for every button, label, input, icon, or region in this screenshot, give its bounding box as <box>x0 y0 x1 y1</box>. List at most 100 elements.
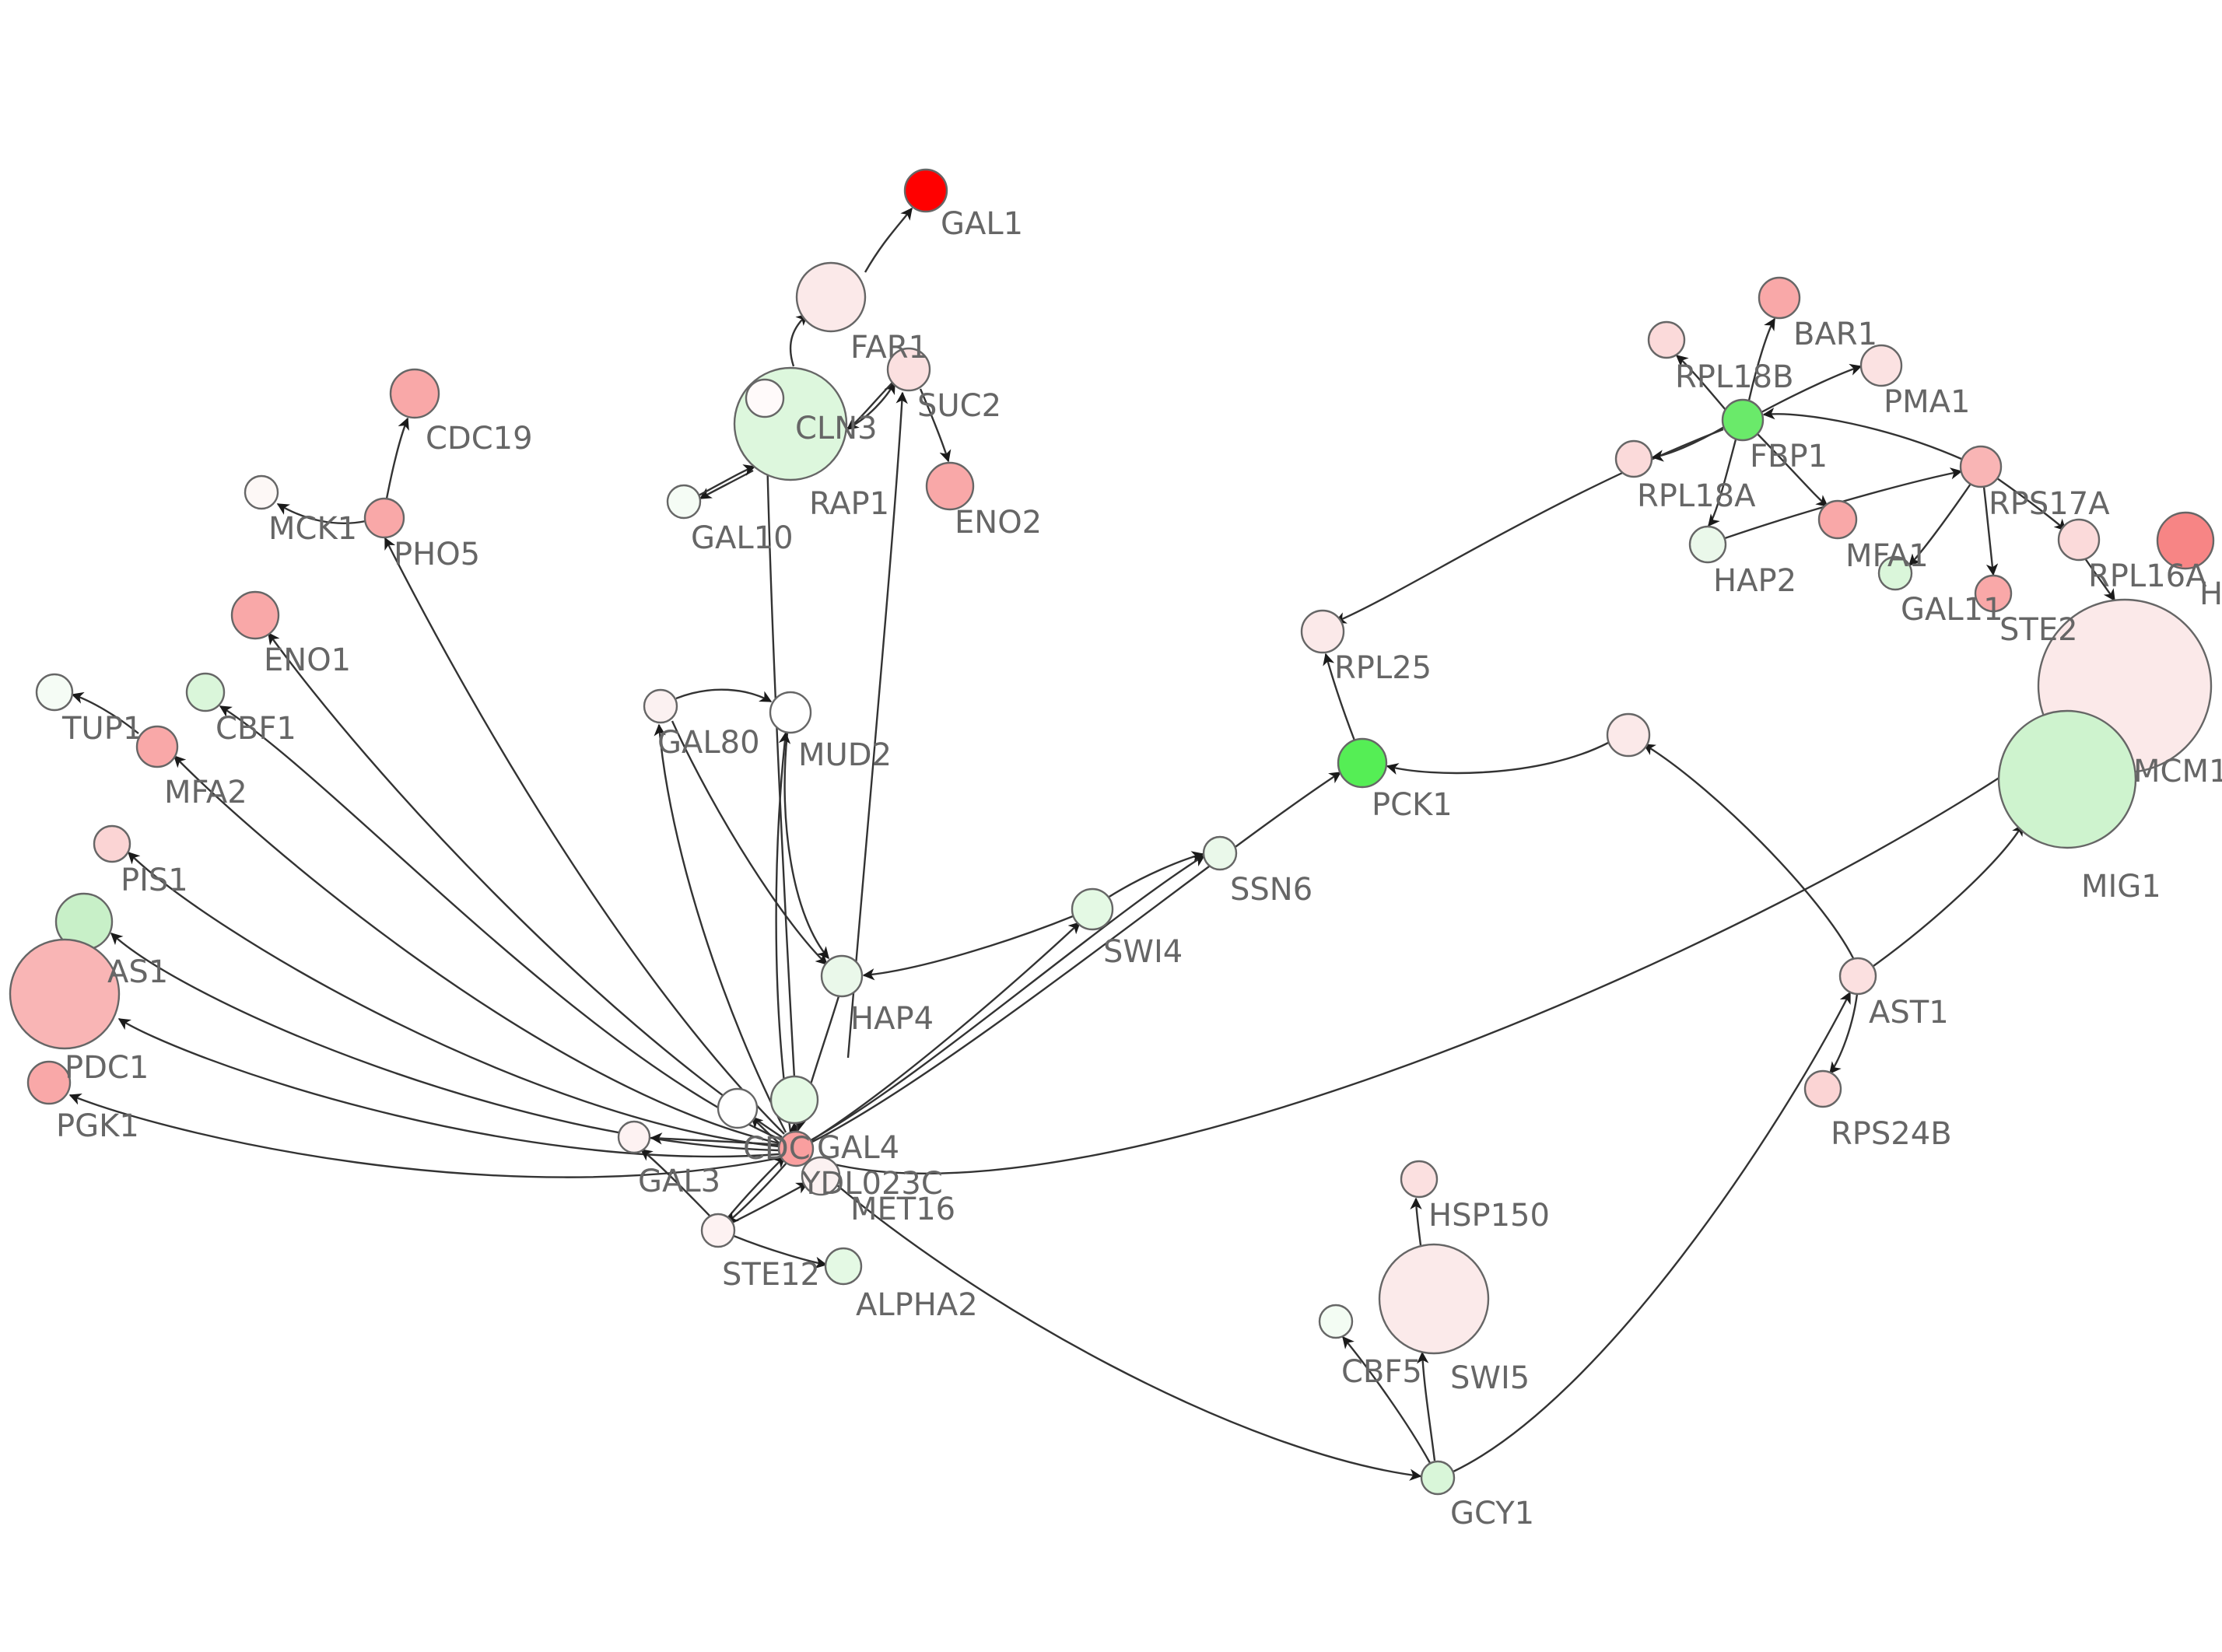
node-ydl023c[interactable] <box>801 1156 841 1196</box>
edge-ast1-to-rps24b[interactable] <box>1829 993 1859 1075</box>
edge-gal4-to-pdc1[interactable] <box>117 1017 780 1158</box>
edge-suc2-to-cln3[interactable] <box>846 381 894 430</box>
node-mck1[interactable] <box>244 474 279 510</box>
edge-gal4-to-swi4[interactable] <box>808 922 1081 1143</box>
node-pck1[interactable] <box>1337 737 1388 789</box>
edge-gal4-to-pck1[interactable] <box>811 771 1342 1143</box>
node-bar1[interactable] <box>1758 276 1801 320</box>
edge-pck1-to-rpl25[interactable] <box>1323 653 1356 741</box>
edge-cln3-to-gal10[interactable] <box>699 469 754 500</box>
node-tup1[interactable] <box>35 673 74 712</box>
edge-far1-to-gal1[interactable] <box>864 207 913 273</box>
edge-ast1-to-mig1[interactable] <box>1873 823 2024 967</box>
edge-pho5-to-mck1[interactable] <box>276 502 366 524</box>
edge-fbp1-to-rpl18a[interactable] <box>1651 425 1725 462</box>
edge-gal4-to-mcm1[interactable] <box>813 734 2063 1174</box>
node-mfa1[interactable] <box>1817 499 1858 540</box>
node-cbf5[interactable] <box>1318 1304 1354 1339</box>
edge-swi5-to-hsp150[interactable] <box>1410 1197 1422 1246</box>
edge-gal4-to-eno1[interactable] <box>268 632 783 1139</box>
edge-gal80-to-hap4[interactable] <box>671 720 829 965</box>
edge-hap2-to-rps17a[interactable] <box>1724 467 1963 540</box>
node-ssn6[interactable] <box>1202 835 1238 871</box>
edge-cln3-to-far1[interactable] <box>789 313 809 367</box>
node-fbp1[interactable] <box>1721 398 1765 442</box>
edge-gal4-to-cbf1[interactable] <box>219 705 781 1141</box>
edge-gcy1-to-cbf5[interactable] <box>1342 1335 1432 1464</box>
node-cbf1[interactable] <box>185 672 226 712</box>
edge-gal4-to-pgk1[interactable] <box>68 1094 780 1178</box>
node-met16[interactable] <box>769 1075 819 1125</box>
edge-ast1_up-to-pck1[interactable] <box>1386 741 1609 775</box>
node-pgk1[interactable] <box>26 1060 72 1105</box>
node-mfa2[interactable] <box>135 725 179 768</box>
edge-gcy1-to-ast1[interactable] <box>1453 991 1852 1473</box>
edge-gal4-to-pis1[interactable] <box>128 852 780 1148</box>
edge-swi4-to-hap4[interactable] <box>862 915 1074 981</box>
node-gal4[interactable] <box>777 1130 815 1167</box>
node-rpl18b[interactable] <box>1647 320 1686 359</box>
edge-pho5-to-cdc19[interactable] <box>385 417 409 499</box>
edge-gal4-to-gcy1[interactable] <box>808 1160 1422 1481</box>
edge-fbp1-to-rpl18b[interactable] <box>1675 355 1726 411</box>
node-eno1[interactable] <box>230 590 280 640</box>
node-his4[interactable] <box>2156 511 2215 570</box>
node-pdc1[interactable] <box>9 938 121 1050</box>
node-pis1[interactable] <box>93 824 131 863</box>
node-hap4[interactable] <box>820 954 864 998</box>
edge-rpl16a-to-mcm1[interactable] <box>2084 558 2115 602</box>
edge-gcy1-to-swi5[interactable] <box>1416 1351 1436 1461</box>
edge-gal4-to-mud2[interactable] <box>775 731 792 1132</box>
node-hsp150[interactable] <box>1400 1160 1439 1199</box>
node-mig1[interactable] <box>1997 709 2137 849</box>
node-ast1[interactable] <box>1838 957 1877 996</box>
node-ste12[interactable] <box>700 1213 736 1248</box>
node-gal3[interactable] <box>617 1120 651 1154</box>
edge-gal4-to-pho5[interactable] <box>384 537 785 1135</box>
node-suc2[interactable] <box>886 347 931 392</box>
node-hap2[interactable] <box>1688 525 1727 564</box>
edge-rps17a-to-ste2[interactable] <box>1982 486 1999 576</box>
node-rps17a[interactable] <box>1959 445 2003 488</box>
node-alpha2[interactable] <box>824 1247 863 1286</box>
node-cdc19[interactable] <box>389 368 440 419</box>
node-rpl16a[interactable] <box>2057 518 2101 562</box>
edge-fbp1-to-rpl25[interactable] <box>1334 428 1724 624</box>
node-rps24b[interactable] <box>1803 1069 1842 1108</box>
edge-gal4-to-ssn6[interactable] <box>810 854 1206 1142</box>
edge-gal4-to-gal80[interactable] <box>654 723 787 1133</box>
node-gcy1[interactable] <box>1420 1460 1456 1496</box>
edge-gal4-to-as1[interactable] <box>110 933 780 1152</box>
edge-suc2-to-eno2[interactable] <box>919 388 952 463</box>
node-swi4[interactable] <box>1071 887 1114 931</box>
node-rap1[interactable] <box>745 378 785 418</box>
edge-gal4-to-ste12[interactable] <box>725 1161 788 1223</box>
node-gal10[interactable] <box>666 484 702 520</box>
node-pma1[interactable] <box>1859 344 1903 387</box>
node-far1[interactable] <box>795 261 867 333</box>
node-ast1_up[interactable] <box>1606 712 1651 758</box>
edge-rps17a-to-gal11[interactable] <box>1908 483 1971 567</box>
node-rpl18a[interactable] <box>1614 439 1653 478</box>
edge-fbp1-to-mfa1[interactable] <box>1757 433 1829 507</box>
edge-gal10-to-cln3[interactable] <box>698 464 756 497</box>
node-gal80[interactable] <box>643 688 678 724</box>
node-pho5[interactable] <box>363 497 405 539</box>
edge-gal80-to-mud2[interactable] <box>675 688 773 703</box>
edge-ste12-to-alpha2[interactable] <box>733 1234 828 1269</box>
edge-ste12-to-ydl023c[interactable] <box>731 1181 809 1224</box>
edge-fbp1-to-hap2[interactable] <box>1708 439 1737 527</box>
edge-mfa2-to-tup1[interactable] <box>71 691 139 734</box>
edge-gal4-to-mfa2[interactable] <box>173 755 780 1145</box>
node-mud2[interactable] <box>769 691 812 734</box>
edge-fbp1-to-bar1[interactable] <box>1747 317 1776 401</box>
edge-swi4-to-ssn6[interactable] <box>1107 851 1204 899</box>
edge-gal4-to-rap1[interactable] <box>760 417 799 1132</box>
node-gal11[interactable] <box>1877 555 1913 591</box>
edge-ste12-to-gal3[interactable] <box>640 1149 710 1216</box>
node-eno2[interactable] <box>925 461 975 511</box>
node-rpl25[interactable] <box>1300 609 1345 654</box>
edge-gal4-to-gal3[interactable] <box>650 1132 780 1146</box>
node-swi5[interactable] <box>1378 1243 1490 1355</box>
edge-mud2-to-hap4[interactable] <box>783 732 829 960</box>
